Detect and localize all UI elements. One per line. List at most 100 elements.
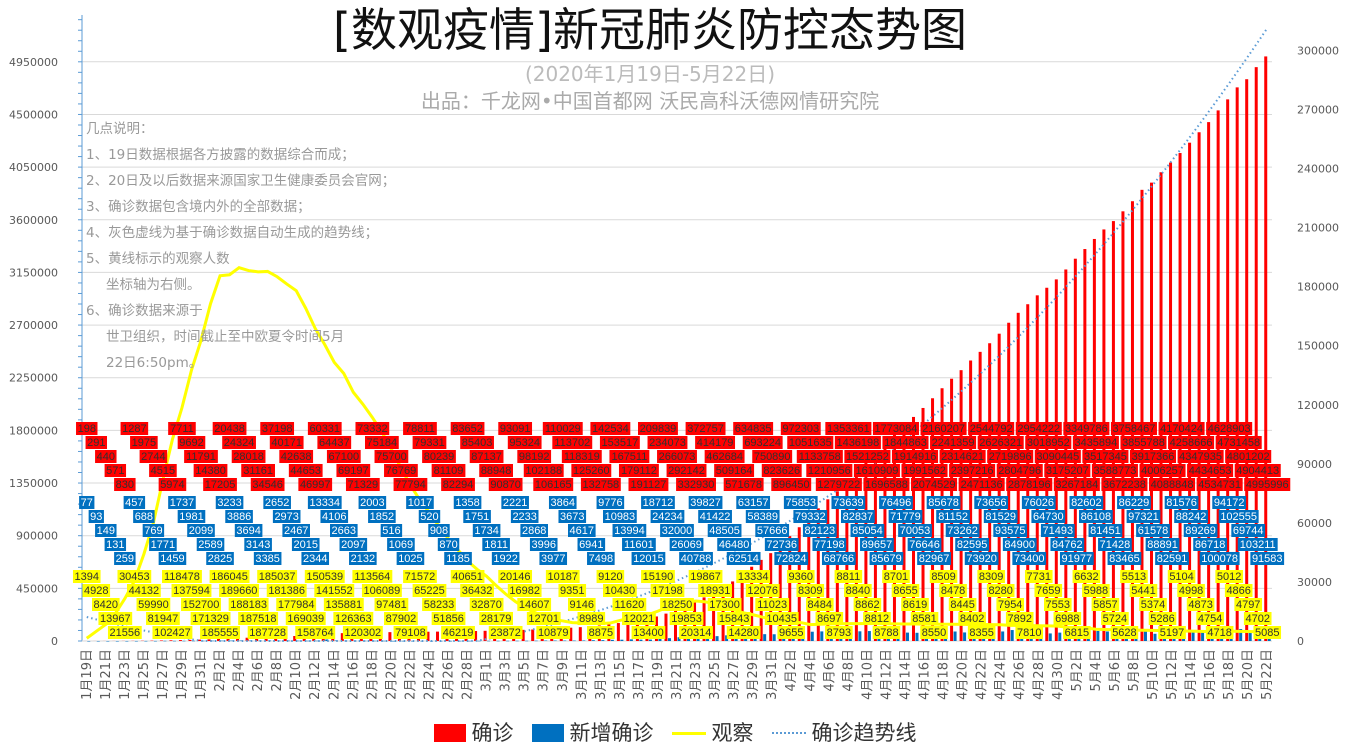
observed-label-box [688,570,723,583]
right-tick-label: 0 [1297,635,1304,648]
observed-label-box [853,598,882,611]
observed-label: 7731 [1027,571,1051,583]
observed-label: 8309 [979,571,1003,583]
new-label-box [244,538,272,551]
x-tick-label: 2月2日 [213,649,228,692]
confirmed-label-box [996,464,1043,477]
confirmed-label: 292142 [668,465,705,477]
new-bar [772,634,776,641]
confirmed-label-box [949,464,996,477]
new-label-box [1021,496,1056,509]
new-bar [553,640,557,642]
observed-label-box [1053,612,1082,625]
observed-label-box [82,584,111,597]
confirmed-label-box [806,464,853,477]
confirmed-label: 77794 [395,479,426,491]
confirmed-label-box [590,422,631,435]
new-label-box [501,496,529,509]
x-tick-label: 5月16日 [1203,649,1218,700]
confirmed-bar [293,636,297,641]
confirmed-label-box [345,478,380,491]
new-label: 73639 [833,497,864,509]
x-tick-label: 4月10日 [860,649,875,700]
confirmed-label-box [158,478,187,491]
new-label: 6941 [579,539,603,551]
new-label-box [225,510,253,523]
legend-label: 观察 [711,721,754,745]
confirmed-bar [1188,142,1192,641]
new-label-box [529,538,558,551]
observed-label: 5286 [1150,613,1174,625]
confirmed-label: 1696588 [865,479,908,491]
confirmed-label: 4534731 [1198,479,1241,491]
confirmed-label: 79331 [414,437,445,449]
observed-label-box [276,598,317,611]
observed-label-box [806,598,834,611]
new-bar [610,639,614,641]
x-tick-label: 3月7日 [537,649,552,692]
legend-label: 确诊 [471,721,514,745]
observed-label-box [986,584,1015,597]
confirmed-label-box [1225,450,1272,463]
confirmed-label-box [901,464,948,477]
confirmed-label: 3435894 [1074,437,1117,449]
observed-label-box [726,626,761,639]
new-bar [1001,631,1005,641]
x-tick-label: 4月12日 [879,649,894,700]
observed-label-box [577,612,606,625]
confirmed-label-box [193,464,228,477]
confirmed-label-box [844,450,891,463]
confirmed-label-box [638,422,678,435]
observed-label-box [545,570,580,583]
new-bar [134,640,138,642]
new-bar [496,640,500,642]
confirmed-label-box [441,478,475,491]
new-label: 88242 [1176,511,1207,523]
new-bar [1048,633,1052,641]
new-bar [667,638,671,641]
trend-line [86,27,1269,642]
confirmed-bar [198,639,201,641]
note-line: 世卫组织，时间截止至中欧夏令时间5月 [106,329,345,345]
confirmed-bar [769,553,773,641]
confirmed-label: 1773084 [875,423,918,435]
new-label: 72824 [776,553,807,565]
observed-label-box [650,584,685,597]
confirmed-label: 509164 [716,465,753,477]
confirmed-label-box [517,450,552,463]
new-label: 1811 [484,539,508,551]
confirmed-bar [578,627,582,641]
confirmed-label-box [1044,464,1091,477]
observed-label-box [98,612,133,625]
confirmed-bar [217,638,221,641]
new-label: 39827 [690,497,721,509]
new-label-box [79,496,95,509]
new-label: 1737 [170,497,194,509]
observed-label-box [479,612,513,625]
confirmed-label-box [168,422,196,435]
new-label: 2663 [332,525,356,537]
observed-label-box [622,612,656,625]
confirmed-label-box [891,450,939,463]
observed-label-box [815,612,844,625]
x-tick-label: 3月13日 [594,649,609,700]
right-tick-label: 300000 [1297,44,1339,57]
observed-label-box [679,626,713,639]
x-tick-label: 3月23日 [689,649,704,700]
observed-label-box [238,612,279,625]
new-label-box [1231,524,1266,537]
observed-label-box [295,626,336,639]
new-label: 2099 [189,525,213,537]
confirmed-label-box [1110,422,1157,435]
confirmed-label-box [704,450,745,463]
confirmed-label: 571 [106,465,124,477]
confirmed-label-box [498,422,533,435]
confirmed-label: 118319 [564,451,600,463]
confirmed-label: 1975 [132,437,156,449]
observed-label: 71572 [405,571,436,583]
confirmed-label-box [450,422,485,435]
confirmed-label-box [780,422,821,435]
new-label: 82591 [1157,553,1188,565]
confirmed-label-box [628,478,669,491]
new-label: 2132 [351,553,375,565]
